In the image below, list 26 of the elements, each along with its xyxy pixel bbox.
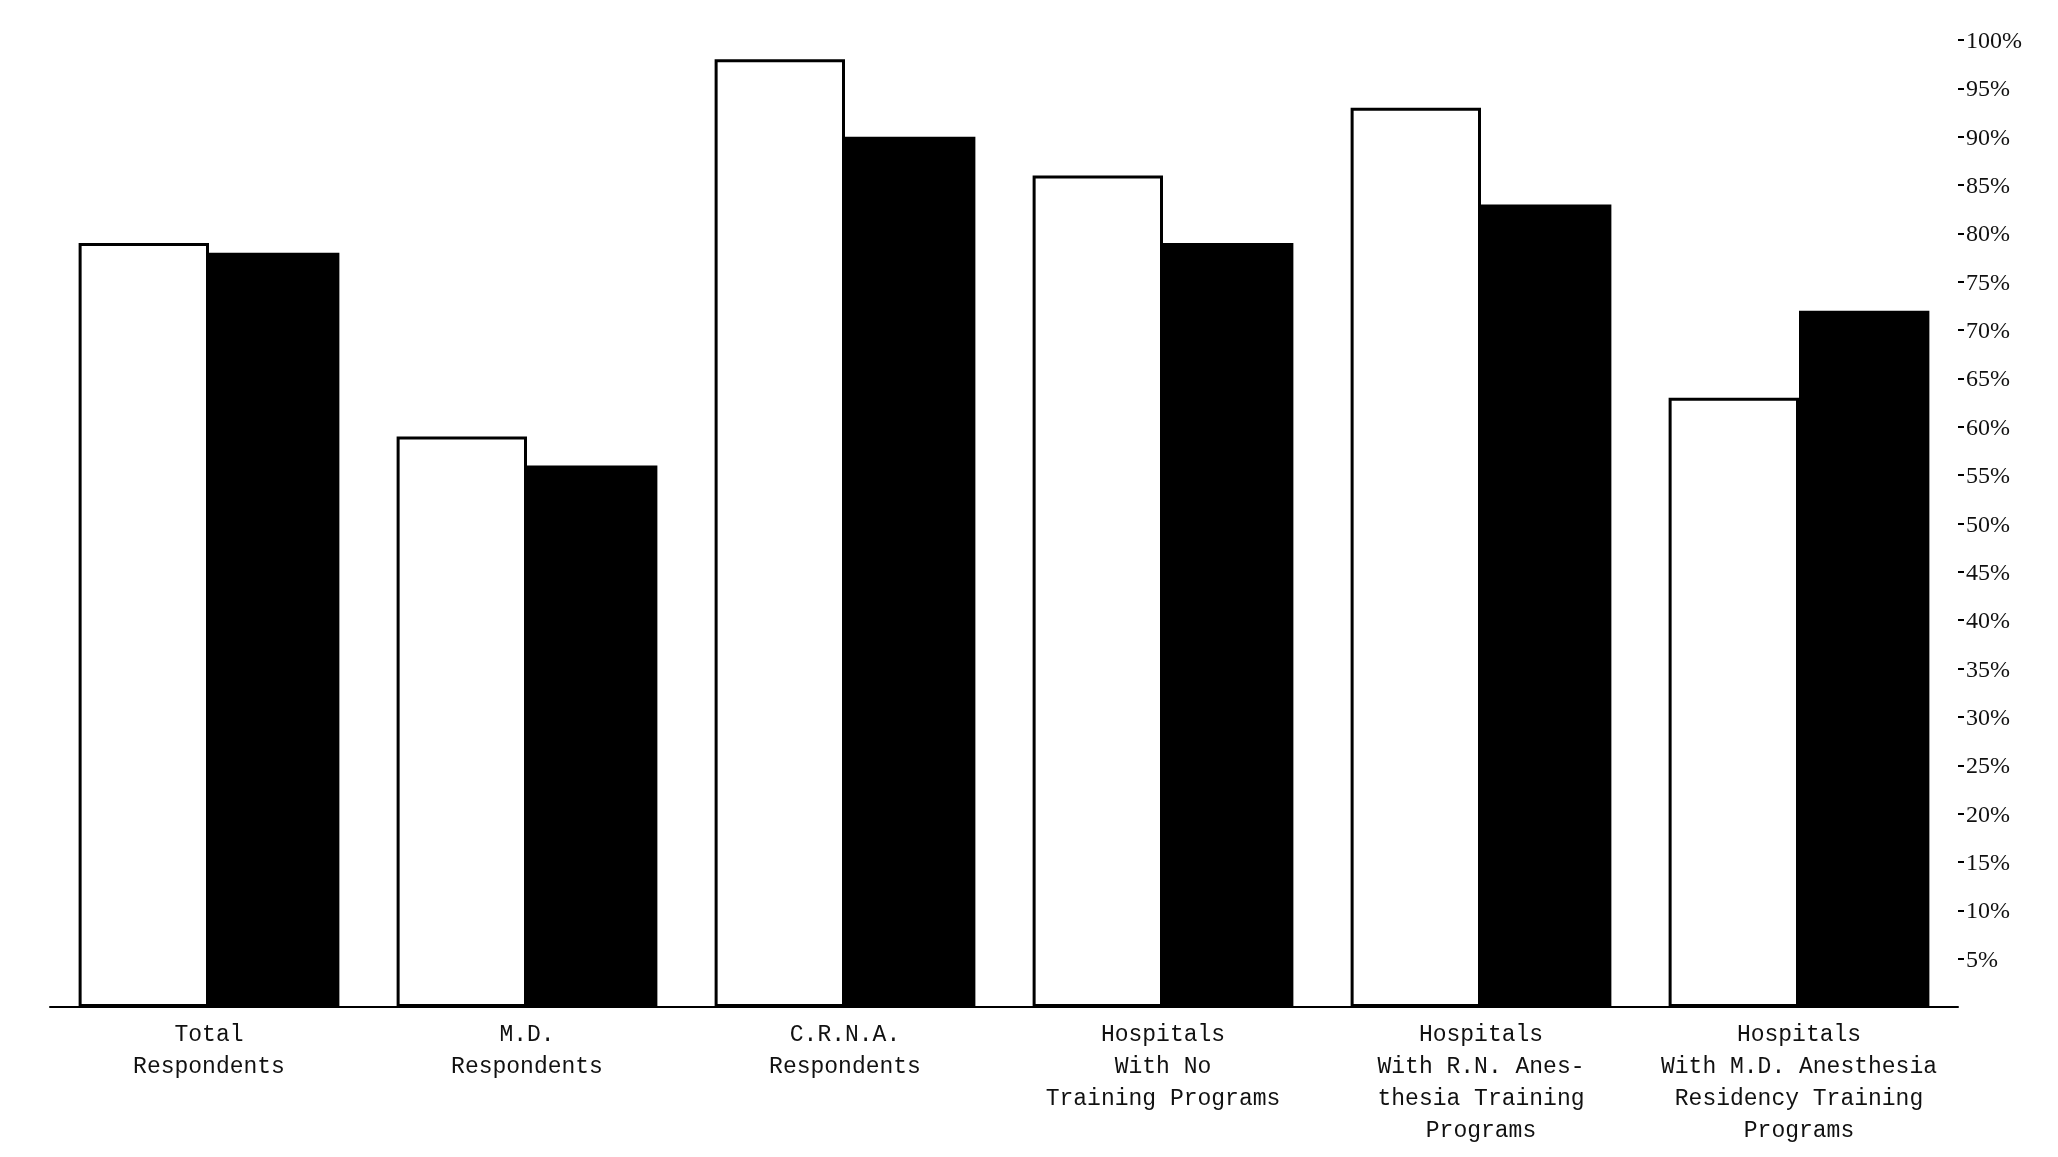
x-tick-label: Total Respondents — [133, 1022, 285, 1080]
x-tick-label: Hospitals With No Training Programs — [1045, 1022, 1281, 1112]
y-tick-label: 5% — [1966, 945, 1998, 972]
y-tick-label: 45% — [1966, 558, 2010, 585]
y-tick-label: 50% — [1966, 510, 2010, 537]
y-tick-label: 85% — [1966, 172, 2010, 199]
y-tick-label: 30% — [1966, 703, 2010, 730]
x-tick-label: Hospitals With M.D. Anesthesia Residency Training Programs — [1660, 1022, 1938, 1144]
y-tick-label: 25% — [1966, 752, 2010, 779]
y-tick-label: 65% — [1966, 365, 2010, 392]
x-tick-label: Hospitals With R.N. Anes- thesia Training Programs — [1377, 1022, 1585, 1144]
x-tick-label: C.R.N.A. Respondents — [769, 1022, 921, 1080]
y-tick-label: 55% — [1966, 462, 2010, 489]
y-tick-label: 100% — [1966, 27, 2022, 53]
y-tick-label: 90% — [1966, 123, 2010, 150]
x-tick-label: M.D. Respondents — [451, 1022, 603, 1080]
y-tick-label: 40% — [1966, 607, 2010, 634]
y-tick-label: 70% — [1966, 317, 2010, 344]
y-tick-label: 60% — [1966, 413, 2010, 440]
y-tick-label: 15% — [1966, 848, 2010, 875]
y-tick-label: 10% — [1966, 897, 2010, 924]
y-tick-label: 95% — [1966, 75, 2010, 102]
y-tick-label: 75% — [1966, 268, 2010, 295]
y-tick-label: 20% — [1966, 800, 2010, 827]
y-tick-label: 80% — [1966, 220, 2010, 247]
y-tick-label: 35% — [1966, 655, 2010, 682]
